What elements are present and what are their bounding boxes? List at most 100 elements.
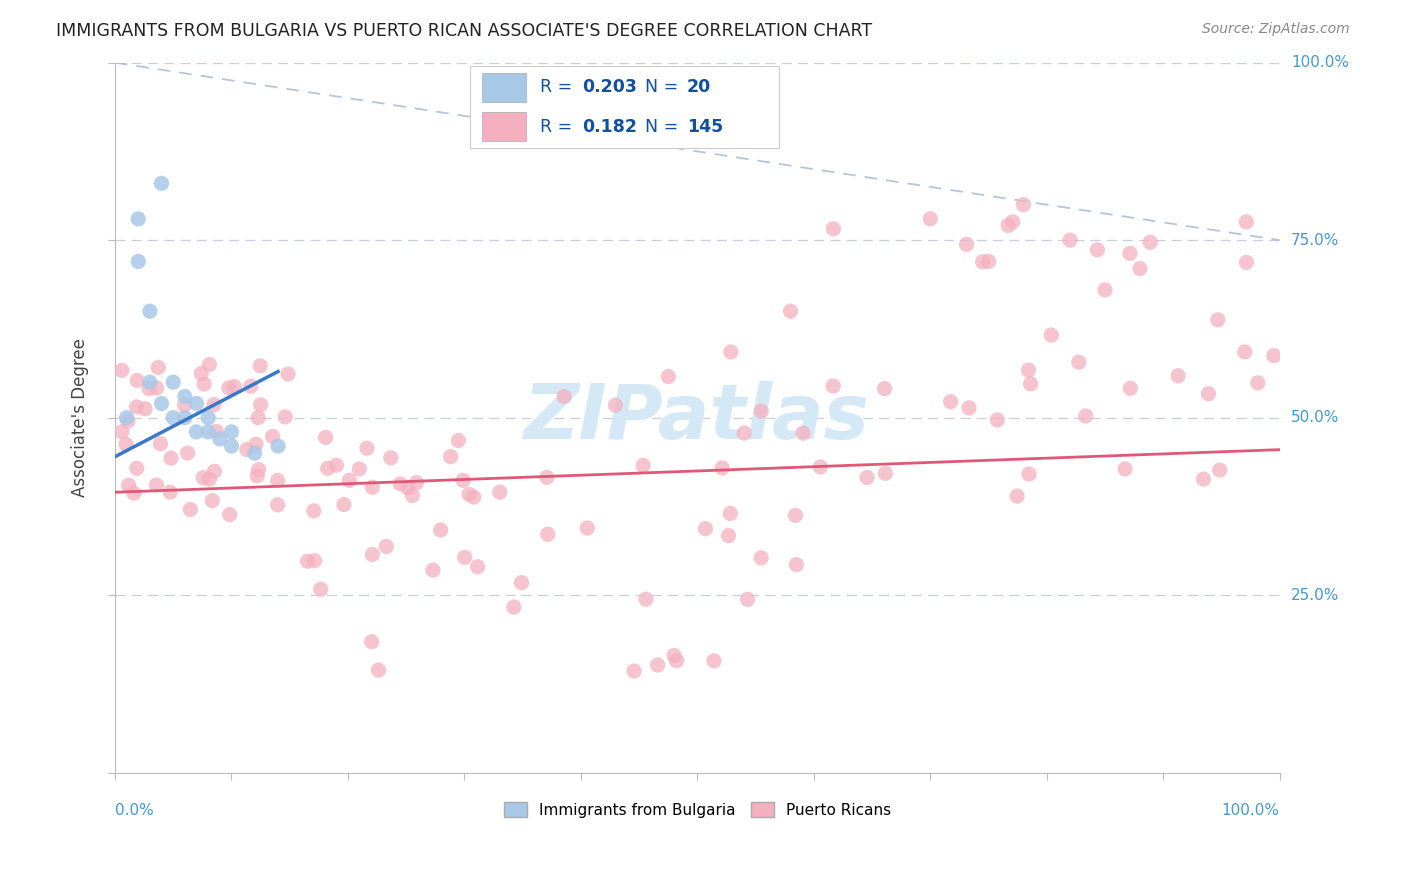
Point [1206,313,1229,327]
Point [1005,489,1028,503]
Point [247,410,270,425]
Point [703,654,725,668]
Point [808,459,831,474]
Text: 100.0%: 100.0% [1291,55,1348,70]
Point [249,398,271,412]
Text: IMMIGRANTS FROM BULGARIA VS PUERTO RICAN ASSOCIATE'S DEGREE CORRELATION CHART: IMMIGRANTS FROM BULGARIA VS PUERTO RICAN… [56,22,872,40]
Point [1119,246,1142,260]
Point [1167,368,1189,383]
Point [205,424,228,438]
Point [139,304,162,318]
Text: 100.0%: 100.0% [1222,804,1279,818]
Point [150,396,173,410]
Point [1059,233,1081,247]
Point [173,389,195,403]
Point [447,434,470,448]
Point [657,369,679,384]
Point [304,553,326,567]
Point [266,498,288,512]
Point [236,442,259,457]
Point [1119,381,1142,395]
Point [145,381,167,395]
Point [134,401,156,416]
Point [792,426,814,441]
Point [117,478,139,492]
Point [302,504,325,518]
Point [1192,472,1215,486]
Point [122,486,145,500]
Point [717,528,740,542]
Bar [482,112,526,142]
Point [631,458,654,473]
Point [247,462,270,476]
Point [337,474,360,488]
Point [208,432,231,446]
Point [749,550,772,565]
Point [138,382,160,396]
Point [117,414,139,428]
Point [186,396,208,410]
Point [159,485,181,500]
Point [1139,235,1161,250]
Point [266,474,288,488]
Point [115,410,138,425]
Point [315,430,337,444]
Point [1040,328,1063,343]
Point [111,425,134,439]
Point [1263,349,1285,363]
Point [920,211,942,226]
Point [125,400,148,414]
Point [224,379,246,393]
Point [127,211,149,226]
Point [150,177,173,191]
Point [785,558,807,572]
Point [451,473,474,487]
Point [1067,355,1090,369]
Text: 0.203: 0.203 [582,78,637,96]
Point [148,360,170,375]
Point [1234,255,1257,269]
Point [972,254,994,268]
Point [467,559,489,574]
Point [179,502,201,516]
Point [553,390,575,404]
Point [749,404,772,418]
Point [202,398,225,412]
Point [1085,243,1108,257]
Point [733,426,755,441]
Point [361,548,384,562]
Point [623,664,645,678]
Point [1234,215,1257,229]
Point [429,523,451,537]
Point [115,437,138,451]
Point [986,413,1008,427]
Point [536,470,558,484]
Point [576,521,599,535]
Point [309,582,332,597]
Point [262,429,284,443]
Point [198,358,221,372]
Point [510,575,533,590]
Point [356,441,378,455]
Point [375,540,398,554]
Point [202,464,225,478]
Point [221,439,243,453]
Point [440,450,463,464]
Point [422,563,444,577]
Point [634,592,657,607]
Point [145,478,167,492]
Text: ZIPatlas: ZIPatlas [524,381,870,455]
Point [111,363,134,377]
Text: 75.0%: 75.0% [1291,233,1339,248]
Point [785,508,807,523]
Point [856,470,879,484]
Point [1012,197,1035,211]
Point [955,237,977,252]
Point [197,425,219,439]
Text: N =: N = [645,118,683,136]
Point [665,654,688,668]
Point [405,475,427,490]
Point [873,382,896,396]
Point [488,485,510,500]
Point [243,446,266,460]
